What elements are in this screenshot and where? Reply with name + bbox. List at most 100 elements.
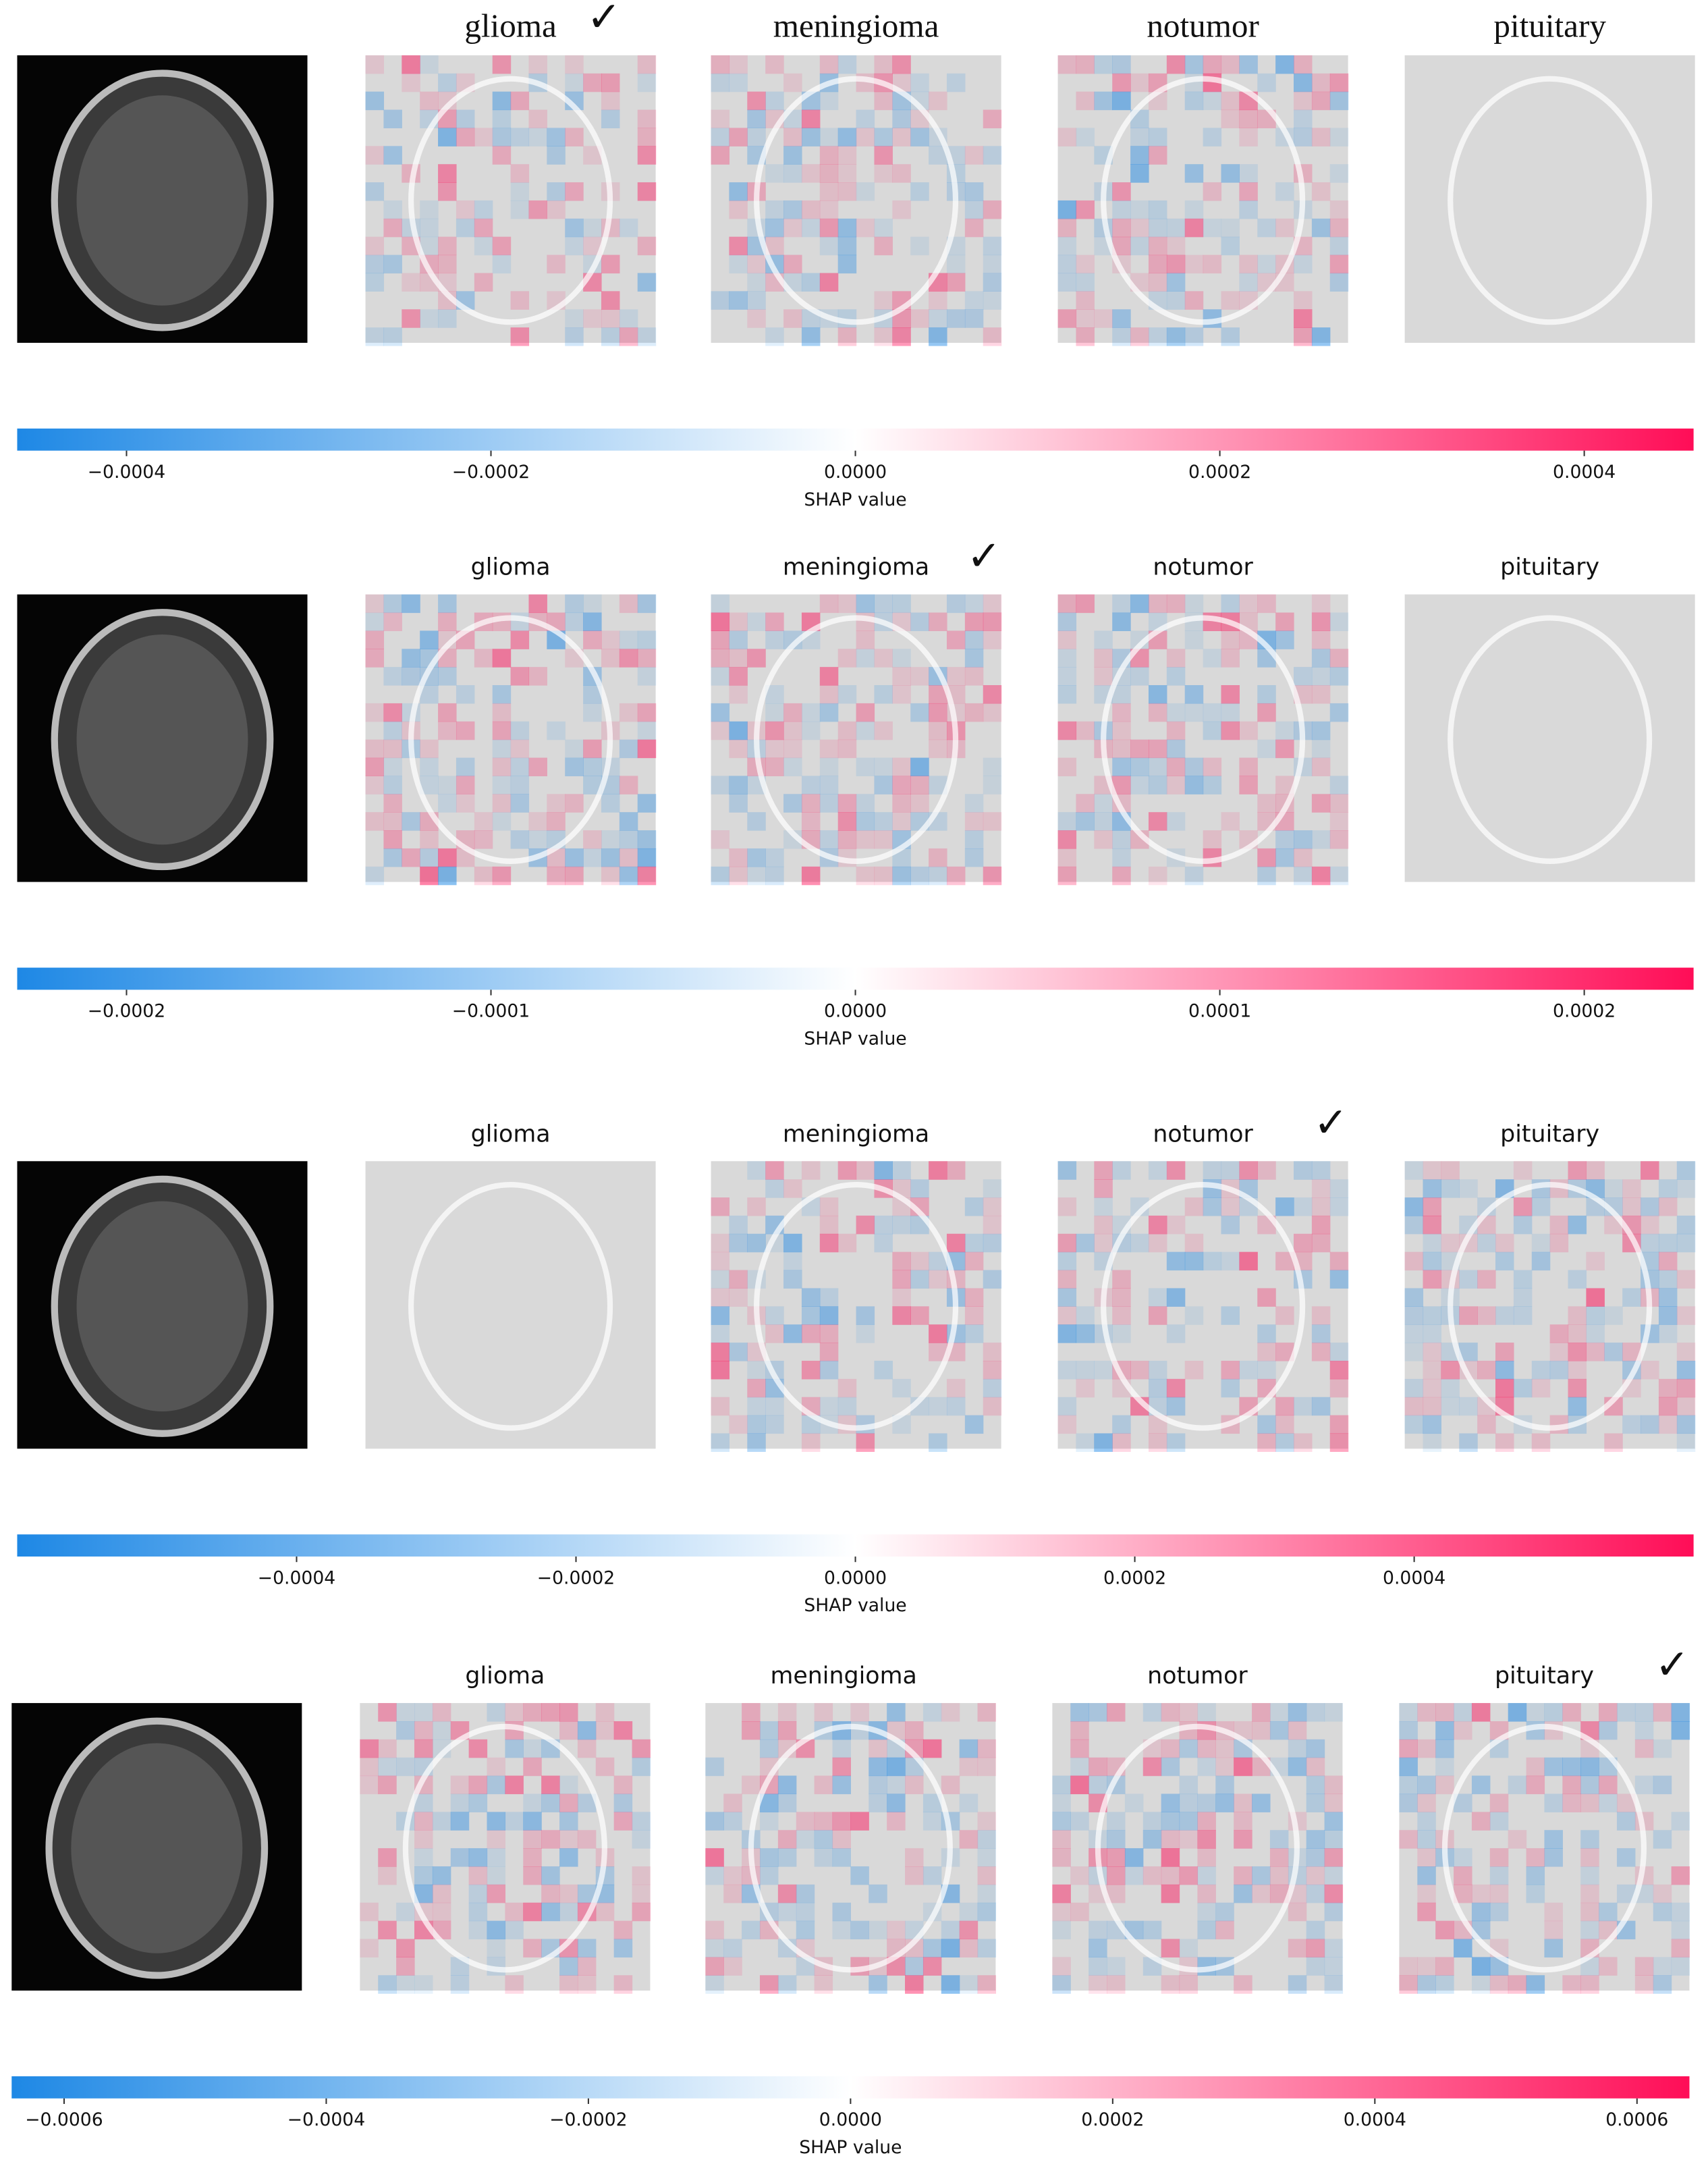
heat-cell	[959, 1739, 979, 1758]
heat-cell	[1580, 1866, 1599, 1885]
heat-cell	[1653, 1957, 1672, 1976]
heat-cell	[1203, 703, 1222, 722]
heat-cell	[905, 1848, 924, 1867]
heat-cell	[1549, 1233, 1569, 1253]
heat-cell	[783, 1179, 802, 1198]
heat-cell	[874, 55, 893, 74]
heat-cell	[528, 757, 547, 777]
heat-cell	[1257, 254, 1276, 274]
heat-cell	[1513, 1378, 1533, 1398]
heat-cell	[541, 1793, 560, 1812]
heat-cell	[360, 1775, 379, 1795]
heat-cell	[1275, 1415, 1294, 1434]
x-tick-label: 0.0000	[824, 1001, 887, 1022]
heat-cell	[777, 1902, 797, 1922]
heat-cell	[438, 73, 457, 92]
heat-cell	[619, 812, 638, 831]
heat-cell	[892, 55, 911, 74]
heat-cell	[396, 1721, 415, 1740]
heat-cell	[1215, 1920, 1234, 1940]
heat-cell	[1197, 1848, 1216, 1867]
heat-cell	[887, 1812, 906, 1831]
heat-cell	[1234, 1975, 1252, 1994]
heat-cell	[1221, 630, 1240, 649]
heat-cell	[365, 91, 385, 111]
heat-cell	[541, 1902, 560, 1922]
heat-cell	[1288, 1757, 1307, 1777]
heat-cell	[1257, 1343, 1276, 1361]
heat-cell	[474, 830, 493, 849]
heat-cell	[528, 594, 547, 614]
heat-cell	[1653, 1703, 1672, 1722]
heat-cell	[1423, 1306, 1441, 1325]
panel-title: pituitary	[1500, 1120, 1599, 1147]
heat-cell	[565, 73, 584, 92]
heat-cell	[1221, 291, 1240, 310]
heat-cell	[1197, 1812, 1216, 1831]
heat-cell	[1094, 1433, 1113, 1452]
heat-cell	[1454, 1848, 1472, 1867]
heat-cell	[777, 1703, 797, 1722]
heat-cell	[777, 1848, 797, 1867]
heat-cell	[1294, 291, 1313, 310]
heat-cell	[1604, 1433, 1623, 1452]
heat-cell	[1112, 1288, 1131, 1307]
heat-cell	[1495, 1233, 1514, 1253]
heat-cell	[1294, 1433, 1313, 1452]
heat-cell	[977, 1848, 997, 1867]
heat-cell	[705, 1957, 724, 1976]
heat-cell	[856, 812, 875, 831]
heat-cell	[837, 1397, 857, 1416]
heat-cell	[1404, 1415, 1424, 1434]
heat-cell	[1634, 1721, 1654, 1740]
heat-cell	[1057, 55, 1077, 74]
heat-cell	[1166, 273, 1186, 292]
heat-cell	[983, 273, 1002, 292]
heat-cell	[747, 1161, 766, 1180]
heat-cell	[619, 776, 638, 794]
heat-cell	[905, 1975, 924, 1994]
heat-cell	[1324, 1975, 1344, 1994]
heat-cell	[1197, 1920, 1216, 1940]
heat-cell	[1294, 667, 1313, 686]
heat-cell	[632, 1757, 651, 1777]
heat-cell	[595, 1703, 615, 1722]
heat-cell	[946, 73, 966, 92]
heat-cell	[1221, 1378, 1240, 1398]
heat-cell	[1306, 1848, 1325, 1867]
heat-cell	[705, 1812, 724, 1831]
heat-cell	[814, 1848, 833, 1867]
heat-cell	[1107, 1866, 1126, 1885]
heat-cell	[1549, 1215, 1569, 1235]
heat-cell	[559, 1884, 578, 1903]
heat-cell	[1197, 1793, 1216, 1812]
heat-cell	[874, 1215, 893, 1235]
heat-cell	[910, 1179, 929, 1198]
heat-cell	[1658, 1324, 1678, 1343]
heat-cell	[414, 1848, 433, 1867]
heat-cell	[1294, 1197, 1313, 1216]
heat-cell	[964, 1288, 984, 1307]
heat-cell	[929, 866, 947, 886]
heat-cell	[510, 794, 530, 813]
heat-cell	[1329, 200, 1349, 219]
heat-cell	[946, 866, 966, 886]
heat-cell	[1544, 1757, 1563, 1777]
heat-cell	[814, 1975, 833, 1994]
heat-cell	[922, 1703, 942, 1722]
heat-cell	[1459, 1397, 1478, 1416]
heat-cell	[637, 721, 657, 740]
heat-cell	[892, 866, 911, 886]
heat-cell	[1166, 667, 1186, 686]
heat-cell	[964, 630, 984, 649]
heat-cell	[1417, 1793, 1436, 1812]
heat-cell	[1526, 1775, 1545, 1795]
heat-cell	[742, 1721, 761, 1740]
heat-cell	[619, 327, 638, 346]
heat-cell	[1089, 1975, 1107, 1994]
heat-cell	[1112, 757, 1131, 777]
heat-cell	[1094, 630, 1113, 649]
heat-cell	[869, 1975, 887, 1994]
heat-cell	[1107, 1848, 1126, 1867]
heat-cell	[856, 1433, 875, 1452]
